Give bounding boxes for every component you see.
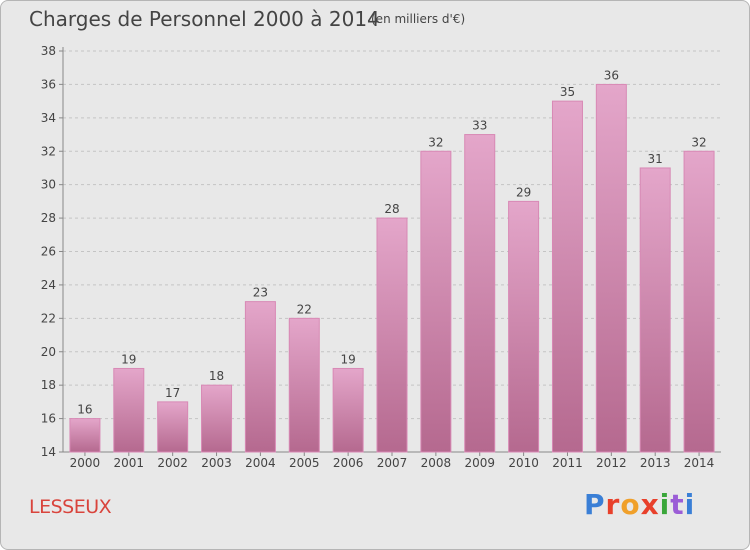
bar-2005 (288, 317, 320, 453)
bar-2009 (464, 134, 496, 453)
bar-2013 (639, 167, 671, 453)
chart-subtitle: (en milliers d'€) (371, 12, 466, 26)
bar-2002 (157, 401, 189, 453)
chart-title: Charges de Personnel 2000 à 2014 (29, 7, 380, 31)
value-label-2014: 32 (691, 135, 706, 149)
value-label-2006: 19 (340, 352, 355, 366)
value-label-2011: 35 (560, 85, 575, 99)
x-tick-label-2010: 2010 (508, 456, 539, 470)
x-tick-label-2002: 2002 (157, 456, 188, 470)
x-tick-label-2009: 2009 (464, 456, 495, 470)
y-tick-label: 32 (41, 144, 56, 158)
value-label-2005: 22 (297, 302, 312, 316)
bar-2001 (113, 367, 145, 453)
y-tick-label: 18 (41, 378, 56, 392)
bar-2003 (201, 384, 233, 453)
commune-name: LESSEUX (29, 496, 112, 518)
value-label-2001: 19 (121, 352, 136, 366)
bar-2011 (551, 100, 583, 453)
x-tick-label-2000: 2000 (70, 456, 101, 470)
bar-2004 (244, 301, 276, 453)
bar-2006 (332, 367, 364, 453)
value-label-2009: 33 (472, 119, 487, 133)
x-tick-label-2003: 2003 (201, 456, 232, 470)
x-tick-label-2005: 2005 (289, 456, 320, 470)
logo-letter: i (684, 488, 696, 521)
x-tick-label-2011: 2011 (552, 456, 583, 470)
value-label-2004: 23 (253, 286, 268, 300)
proxiti-logo[interactable]: Proxiti (584, 488, 695, 521)
y-tick-label: 24 (41, 278, 56, 292)
x-tick-label-2008: 2008 (421, 456, 452, 470)
bar-2014 (683, 150, 715, 453)
logo-letter: x (640, 488, 660, 521)
y-tick-label: 26 (41, 245, 56, 259)
y-tick-label: 38 (41, 44, 56, 58)
x-tick-label-2013: 2013 (640, 456, 671, 470)
axes: 14 16 18 20 22 24 26 28 30 32 34 36 38 (41, 44, 721, 459)
y-tick-label: 20 (41, 345, 56, 359)
x-tick-label-2007: 2007 (377, 456, 408, 470)
y-tick-label: 28 (41, 211, 56, 225)
y-tick-label: 16 (41, 412, 56, 426)
value-label-2003: 18 (209, 369, 224, 383)
x-tick-label-2001: 2001 (114, 456, 145, 470)
logo-letter: t (670, 488, 685, 521)
logo-letter: r (605, 488, 621, 521)
labels: 16 2000 19 2001 17 2002 18 2003 23 2004 22 2005 19 20… (70, 68, 715, 470)
value-label-2008: 32 (428, 135, 443, 149)
x-tick-label-2006: 2006 (333, 456, 364, 470)
y-tick-label: 30 (41, 178, 56, 192)
value-label-2000: 16 (77, 403, 92, 417)
bar-2000 (69, 418, 101, 453)
y-tick-label: 36 (41, 77, 56, 91)
y-tick-label: 14 (41, 445, 56, 459)
x-tick-label-2004: 2004 (245, 456, 276, 470)
x-tick-label-2012: 2012 (596, 456, 627, 470)
value-label-2007: 28 (384, 202, 399, 216)
y-tick-label: 22 (41, 311, 56, 325)
value-label-2012: 36 (604, 68, 619, 82)
value-label-2002: 17 (165, 386, 180, 400)
logo-letter: i (659, 488, 671, 521)
logo-letter: P (584, 488, 606, 521)
logo-letter: o (620, 488, 641, 521)
bar-2012 (595, 83, 627, 453)
bars (69, 83, 715, 453)
bar-2007 (376, 217, 408, 453)
value-label-2010: 29 (516, 185, 531, 199)
bar-2010 (508, 200, 540, 453)
value-label-2013: 31 (648, 152, 663, 166)
bar-2008 (420, 150, 452, 453)
y-tick-label: 34 (41, 111, 56, 125)
x-tick-label-2014: 2014 (684, 456, 715, 470)
